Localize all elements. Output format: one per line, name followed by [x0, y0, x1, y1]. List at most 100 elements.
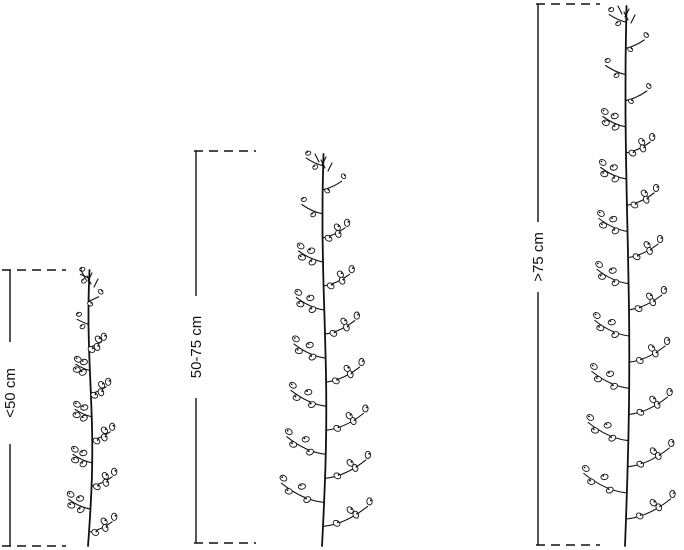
plant-branch [625, 141, 651, 154]
plant-flower-center [613, 280, 616, 283]
plant-flower [635, 512, 644, 520]
plant-flower-center [96, 439, 99, 441]
plant-flower [607, 319, 616, 326]
plant-branch [596, 268, 630, 285]
plant-flower-center [653, 397, 655, 400]
plant-flower-center [337, 426, 340, 429]
plant-flower-center [104, 519, 107, 522]
plant-flower-center [81, 279, 84, 281]
plant-flower [105, 377, 112, 386]
plant-flower [73, 400, 81, 408]
plant-flower [296, 300, 305, 308]
plant-flower [649, 132, 656, 142]
plant-flower [608, 7, 615, 13]
plant-flower-center [80, 370, 83, 373]
plant-flower-center [639, 514, 642, 516]
plant-flower-center [68, 492, 71, 495]
plant-flower [76, 495, 85, 502]
plant-flower-center [644, 191, 647, 194]
plant-flower [636, 460, 645, 468]
plant-flower-center [609, 320, 612, 323]
plant-flower-center [369, 499, 372, 502]
plant-branch [323, 273, 351, 287]
plant-flower [353, 311, 360, 320]
plant-flower-center [612, 114, 615, 116]
plant-branch [76, 318, 90, 325]
plant-flower-center [281, 476, 284, 479]
plant-flower [79, 323, 86, 330]
plant-flower [635, 357, 644, 364]
plant-branch [322, 505, 369, 527]
plant-branch [626, 192, 655, 206]
plant-branch [587, 421, 629, 442]
plant-flower-center [608, 371, 610, 374]
plant-flower-center [607, 488, 610, 490]
plant-flower-center [101, 382, 104, 385]
plant-flower-center [90, 301, 93, 304]
plant-branch [628, 345, 666, 363]
plant-flower [592, 312, 601, 319]
plant-flower-center [598, 211, 601, 214]
plant-flower-center [611, 217, 613, 220]
plant-flower-center [592, 428, 595, 431]
plant-flower-center [69, 503, 71, 506]
plant-flower-center [309, 248, 311, 251]
plant-flower-center [78, 507, 81, 510]
plant-flower [340, 173, 347, 180]
plant-flower [611, 123, 620, 131]
plant-flower-center [605, 423, 608, 426]
plant-flower [294, 347, 303, 355]
plant-branch [605, 64, 627, 76]
plant-flower-center [74, 367, 77, 370]
plant-flower-center [337, 474, 340, 476]
plant-flower [329, 329, 338, 337]
plant-flower-center [106, 480, 108, 483]
plant-flower [331, 377, 340, 385]
plant-flower [306, 294, 315, 302]
plant-flower [300, 197, 307, 202]
plant-flower-center [291, 442, 293, 445]
plant-flower [666, 387, 673, 397]
plant-flower [364, 450, 372, 459]
measurement-short: <50 cm [2, 269, 66, 547]
plant-flower-center [352, 267, 354, 270]
plant-branch [602, 115, 627, 128]
plant-flower [289, 441, 298, 448]
plant-flower-center [609, 7, 611, 10]
plant-flower [111, 512, 118, 521]
plant-flower [652, 183, 660, 193]
plant-flower-center [656, 186, 659, 188]
plant-flower-center [667, 339, 670, 341]
plant-flower-center [591, 364, 594, 367]
plant-flower-center [73, 458, 75, 460]
plant-flower-center [307, 343, 310, 345]
plant-branch [324, 459, 367, 479]
plant-flower-center [610, 436, 612, 439]
plant-flower [655, 503, 663, 512]
plant-flower-center [347, 366, 350, 369]
plant-branch [298, 250, 324, 263]
plant-flower-center [357, 313, 359, 316]
plant-flower-center [311, 212, 313, 215]
plant-flower-center [642, 139, 644, 142]
plant-flower-center [658, 454, 661, 456]
plant-branch [322, 227, 346, 239]
plant-flower-center [630, 47, 633, 50]
plant-flower-center [340, 272, 343, 275]
plant-flower [289, 381, 297, 389]
plant-flower [109, 422, 116, 431]
plant-flower-center [299, 255, 302, 258]
plant-stem [624, 5, 631, 547]
plant-flower [296, 242, 305, 250]
plant-flower-center [305, 497, 307, 500]
plant-flower-center [101, 390, 103, 393]
plant-flower [100, 332, 107, 341]
plant-flower-center [347, 220, 350, 223]
plant-flower [362, 404, 369, 413]
plant-flower [284, 428, 293, 436]
label-medium: 50-75 cm [188, 316, 205, 379]
plant-flower-center [595, 377, 598, 379]
plant-branch [628, 396, 669, 415]
plant-flower-center [660, 237, 663, 239]
